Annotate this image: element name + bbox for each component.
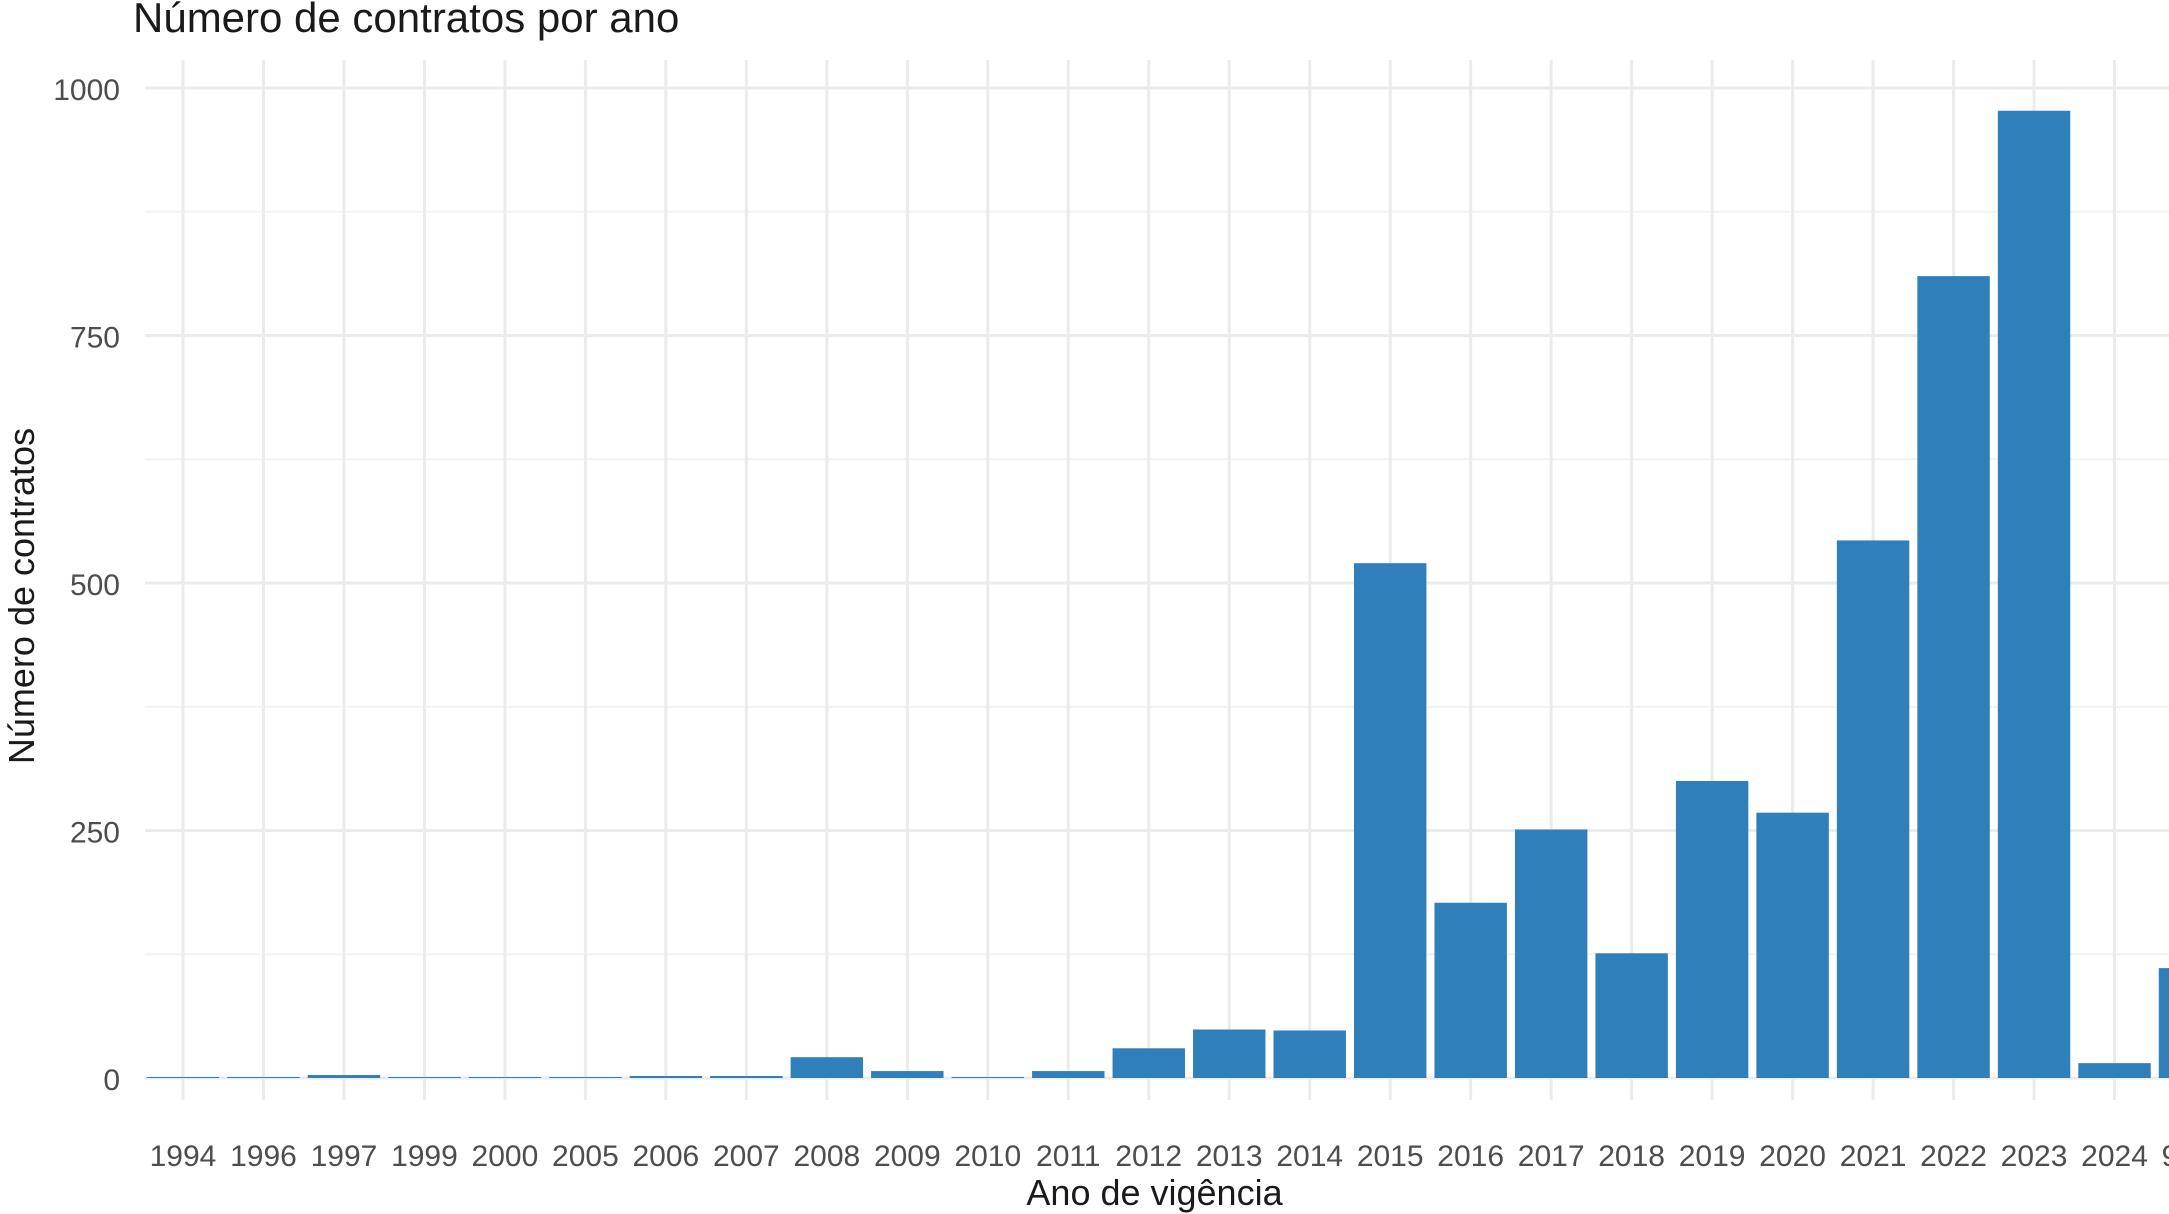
x-tick-label: 2022 [1920,1140,1987,1173]
chart-title: Número de contratos por ano [133,0,680,41]
y-tick-label: 250 [70,817,120,850]
x-tick-label: 9999 [2162,1140,2169,1173]
y-tick-label: 1000 [53,74,120,107]
x-tick-label: 2017 [1518,1140,1585,1173]
x-tick-label: 2021 [1840,1140,1907,1173]
bar-2013 [1193,1029,1266,1078]
x-tick-label: 2008 [793,1140,860,1173]
x-tick-label: 2007 [713,1140,780,1173]
bar-2006 [629,1076,703,1078]
bar-2000 [468,1077,542,1078]
x-tick-label: 1994 [150,1140,217,1173]
x-tick-label: 2006 [633,1140,700,1173]
x-tick-label: 2013 [1196,1140,1263,1173]
bar-1994 [146,1077,220,1078]
y-tick-label: 500 [70,569,120,602]
bar-2011 [1032,1071,1105,1078]
bar-2023 [1997,110,2071,1078]
y-tick-label: 0 [103,1064,120,1097]
bar-2021 [1836,540,1910,1078]
bar-2016 [1434,902,1507,1078]
x-tick-label: 2024 [2081,1140,2148,1173]
bar-2014 [1273,1030,1346,1078]
bar-2020 [1756,812,1829,1078]
x-tick-label: 2000 [472,1140,539,1173]
x-tick-label: 1997 [311,1140,378,1173]
x-tick-label: 2023 [2001,1140,2068,1173]
bar-2018 [1595,953,1668,1078]
bar-1996 [227,1077,300,1078]
bar-2017 [1514,829,1588,1078]
x-tick-label: 2009 [874,1140,941,1173]
bar-2024 [2078,1063,2151,1078]
bar-2019 [1675,781,1749,1078]
x-tick-label: 1996 [230,1140,297,1173]
x-tick-label: 1999 [391,1140,458,1173]
x-axis-title: Ano de vigência [1026,1172,1283,1213]
x-tick-label: 2018 [1598,1140,1665,1173]
bar-2008 [790,1057,864,1078]
bar-2012 [1112,1048,1185,1078]
x-tick-label: 2012 [1115,1140,1182,1173]
x-tick-label: 2019 [1679,1140,1746,1173]
x-tick-label: 2005 [552,1140,619,1173]
bar-9999 [2158,968,2169,1078]
x-tick-label: 2014 [1276,1140,1343,1173]
bar-2007 [710,1076,783,1078]
x-tick-label: 2015 [1357,1140,1424,1173]
y-tick-label: 750 [70,322,120,355]
x-tick-label: 2016 [1437,1140,1504,1173]
bar-1999 [388,1077,461,1078]
bar-1997 [307,1075,381,1078]
x-tick-label: 2010 [954,1140,1021,1173]
x-tick-label: 2011 [1036,1140,1101,1173]
bar-2009 [871,1071,944,1078]
x-tick-label: 2020 [1759,1140,1826,1173]
bar-2015 [1353,563,1427,1078]
bar-2022 [1917,276,1990,1079]
bar-2005 [549,1077,622,1078]
bar-2010 [951,1077,1025,1078]
